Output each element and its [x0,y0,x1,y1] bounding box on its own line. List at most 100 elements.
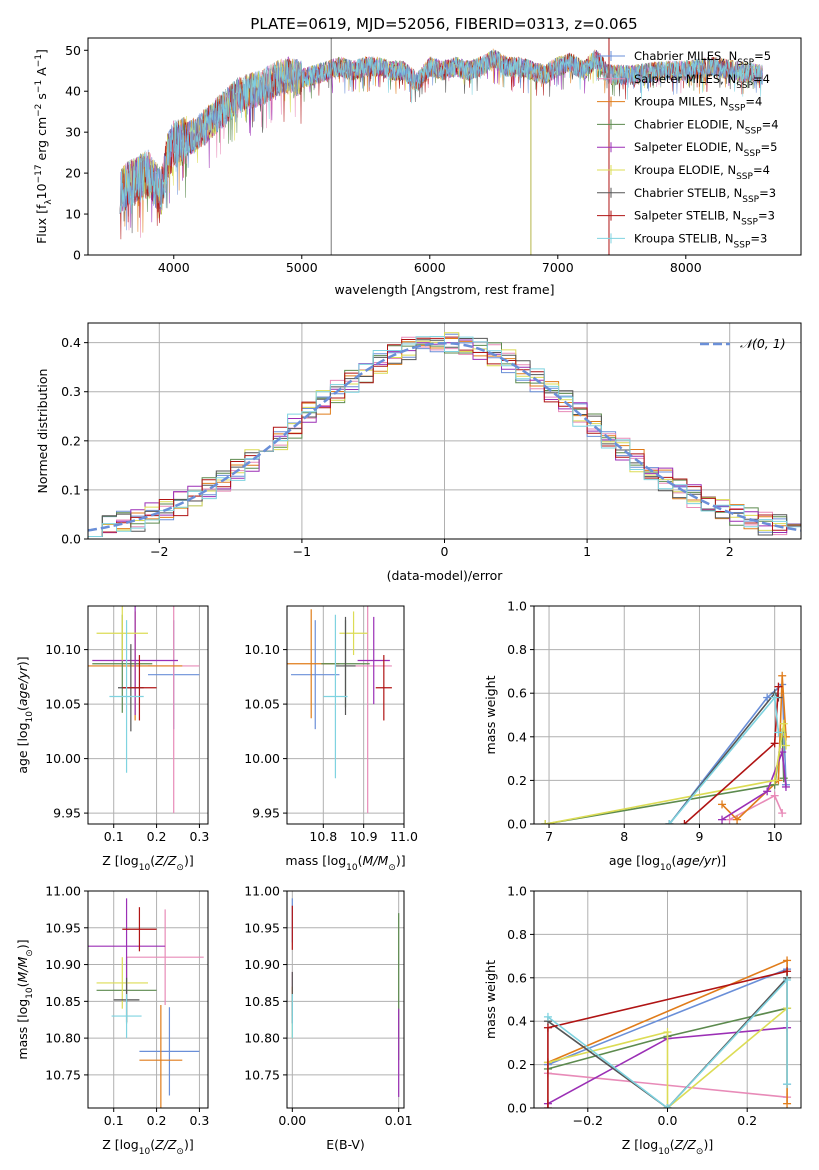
residuals-ylabel: Normed distribution [35,369,50,494]
x-tick-label: −2 [150,544,168,559]
axes-frame [286,890,405,1109]
axes-frame [87,605,209,825]
x-tick-label: 0.2 [737,1113,757,1128]
gaussian-curve [88,341,801,532]
y-tick-label: 0.2 [507,773,527,788]
y-tick-label: 1.0 [507,599,527,614]
y-tick-label: 11.00 [244,884,280,899]
spectrum-xlabel: wavelength [Angstrom, rest frame] [334,282,554,297]
massweight_vs_age-ylabel: mass weight [483,675,498,754]
histogram-9 [88,336,801,537]
x-tick-label: 4000 [158,260,190,275]
plot-area-mass_vs_Z [88,898,204,1108]
x-tick-label: 8000 [670,260,702,275]
axes-frame [87,37,802,256]
y-tick-label: 10.10 [45,642,81,657]
x-tick-label: 8 [620,829,628,844]
y-tick-label: 0.1 [61,482,81,497]
axes-frame [533,605,802,825]
x-tick-label: 0.1 [104,829,124,844]
x-tick-label: 0.00 [278,1113,306,1128]
legend-entry: Kroupa ELODIE, NSSP=4 [634,163,770,182]
x-tick-label: 1 [583,544,591,559]
y-tick-label: 10 [65,207,81,222]
axes-massweight_vs_Z: −0.2 0.0 0.2 0.0 0.2 0.4 0.6 0.8 1.0 Z [log10(Z/Z… [483,884,802,1157]
y-tick-label: 10.90 [244,957,280,972]
y-tick-label: 50 [65,43,81,58]
plot-area-age_vs_mass [287,606,392,814]
x-tick-label: 10 [767,829,783,844]
legend-entry: Kroupa STELIB, NSSP=3 [634,231,767,250]
y-tick-label: 0.0 [507,817,527,832]
y-tick-label: 0.4 [507,729,527,744]
y-tick-label: 0.4 [507,1014,527,1029]
y-tick-label: 10.95 [45,920,81,935]
y-tick-label: 0 [73,248,81,263]
legend-entry: Salpeter MILES, NSSP=4 [634,72,770,91]
mass-weight-line [721,751,787,821]
mass-weight-line [547,1007,788,1108]
y-tick-label: 10.10 [244,642,280,657]
y-tick-label: 0.0 [507,1101,527,1116]
x-tick-label: 10.9 [350,829,378,844]
y-tick-label: 0.8 [507,927,527,942]
legend-entry: Chabrier ELODIE, NSSP=4 [634,117,779,136]
y-tick-label: 10.95 [244,920,280,935]
x-tick-label: 7 [545,829,553,844]
plots-group: 4000 5000 6000 7000 800001020304050wavelengt… [15,37,802,1157]
y-tick-label: 0.4 [61,335,81,350]
y-tick-label: 1.0 [507,884,527,899]
x-tick-label: 11.0 [390,829,418,844]
legend-entry: Salpeter ELODIE, NSSP=5 [634,140,777,159]
y-tick-label: 0.3 [61,384,81,399]
spectrum-line-9 [119,50,763,214]
y-tick-label: 10.85 [244,994,280,1009]
age_vs_Z-ylabel: age [log10(age/yr)] [15,656,35,773]
y-tick-label: 0.0 [61,532,81,547]
axes-residuals: −2 −1 0 1 2 0.0 0.1 0.2 0.3 0.4 (data-model)/error… [35,322,802,583]
mass_vs_Z-ylabel: mass [log10(M/M⊙)] [15,939,35,1059]
plot-area-massweight_vs_Z [543,956,792,1108]
x-tick-label: 0.2 [147,829,167,844]
y-tick-label: 10.00 [244,751,280,766]
y-tick-label: 10.75 [244,1067,280,1082]
age_vs_mass-xlabel: mass [log10(M/M⊙)] [285,853,405,873]
plot-area-massweight_vs_age [541,671,790,824]
x-tick-label: −1 [293,544,311,559]
axes-spectrum: 4000 5000 6000 7000 8000 0 10 20 30 40 50 wavelengt… [34,37,802,297]
x-tick-label: 0.2 [147,1113,167,1128]
mass_vs_EBV-xlabel: E(B-V) [326,1137,365,1152]
x-tick-label: −0.2 [573,1113,603,1128]
massweight_vs_Z-xlabel: Z [log10(Z/Z⊙)] [622,1137,713,1157]
mass-weight-line [547,977,788,1108]
axes-mass_vs_EBV: 0.00 0.01 10.75 10.80 10.85 10.90 10.95 11.00 [244,884,412,1129]
axes-frame [87,890,209,1109]
x-tick-label: 0.01 [385,1113,413,1128]
plot-area-spectrum [119,38,763,255]
legend-gaussian-label: 𝒩(0, 1) [740,336,786,351]
y-tick-label: 30 [65,125,81,140]
axes-massweight_vs_age: 7 8 9 10 0.0 0.2 0.4 0.6 0.8 1.0 age [log10(age/yr… [483,599,802,873]
mass-weight-line [545,723,787,824]
y-tick-label: 10.75 [45,1067,81,1082]
y-tick-label: 10.00 [45,751,81,766]
spectrum-ylabel: Flux [fλ10−17 erg cm−2 s−1 A−1] [34,49,54,244]
massweight_vs_age-xlabel: age [log10(age/yr)] [609,853,726,873]
x-tick-label: 9 [695,829,703,844]
y-tick-label: 20 [65,166,81,181]
x-tick-label: 0.3 [189,829,209,844]
plot-area-residuals [88,332,801,537]
x-tick-label: 0.1 [104,1113,124,1128]
x-tick-label: 0 [441,544,449,559]
axes-age_vs_Z: 0.1 0.2 0.3 9.95 10.00 10.05 10.10 Z [log10(Z/Z… [15,605,209,873]
massweight_vs_Z-ylabel: mass weight [483,960,498,1039]
x-tick-label: 6000 [414,260,446,275]
y-tick-label: 9.95 [252,806,280,821]
plot-area-mass_vs_EBV [291,898,400,1097]
y-tick-label: 0.6 [507,970,527,985]
axes-age_vs_mass: 10.8 10.9 11.0 9.95 10.00 10.05 10.10 mass [log… [244,605,418,873]
y-tick-label: 40 [65,84,81,99]
y-tick-label: 0.2 [61,433,81,448]
y-tick-label: 10.85 [45,994,81,1009]
